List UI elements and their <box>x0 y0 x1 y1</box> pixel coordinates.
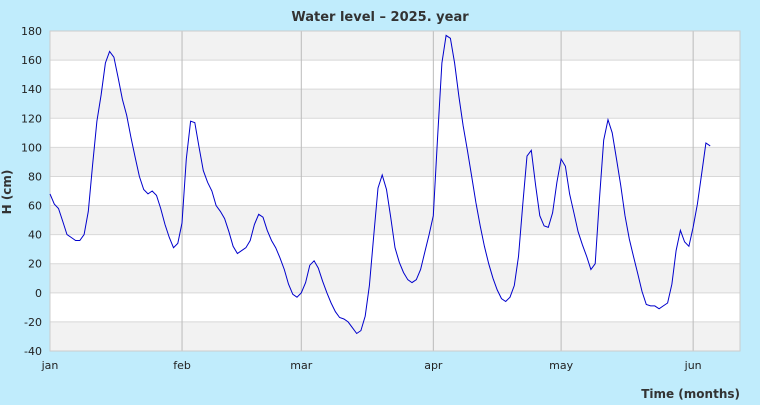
x-tick-label: apr <box>424 359 443 372</box>
x-tick-label: feb <box>173 359 191 372</box>
x-tick-label: jan <box>41 359 59 372</box>
grid-band <box>50 89 740 119</box>
y-tick-label: 0 <box>35 287 42 300</box>
water-level-line <box>49 34 711 335</box>
y-axis-label: H (cm) <box>0 170 14 215</box>
y-tick-label: -40 <box>24 345 42 358</box>
x-tick-label: mar <box>290 359 312 372</box>
x-tick-label: may <box>549 359 573 372</box>
grid-band <box>50 31 740 61</box>
grid-band <box>50 263 740 293</box>
x-tick-label: jun <box>684 359 702 372</box>
y-tick-label: 180 <box>21 25 42 38</box>
y-tick-label: 160 <box>21 54 42 67</box>
y-tick-label: 80 <box>28 170 42 183</box>
plot-frame <box>49 30 741 352</box>
y-tick-label: 40 <box>28 229 42 242</box>
y-tick-label: 140 <box>21 83 42 96</box>
y-tick-label: 120 <box>21 112 42 125</box>
grid-band <box>50 321 740 351</box>
y-tick-label: 60 <box>28 200 42 213</box>
y-tick-label: 100 <box>21 141 42 154</box>
y-tick-label: 20 <box>28 258 42 271</box>
plot-area <box>50 31 740 351</box>
chart-title: Water level – 2025. year <box>291 10 469 25</box>
x-axis-label: Time (months) <box>641 387 740 400</box>
grid-band <box>50 205 740 235</box>
grid-band <box>50 147 740 177</box>
y-tick-label: -20 <box>24 316 42 329</box>
